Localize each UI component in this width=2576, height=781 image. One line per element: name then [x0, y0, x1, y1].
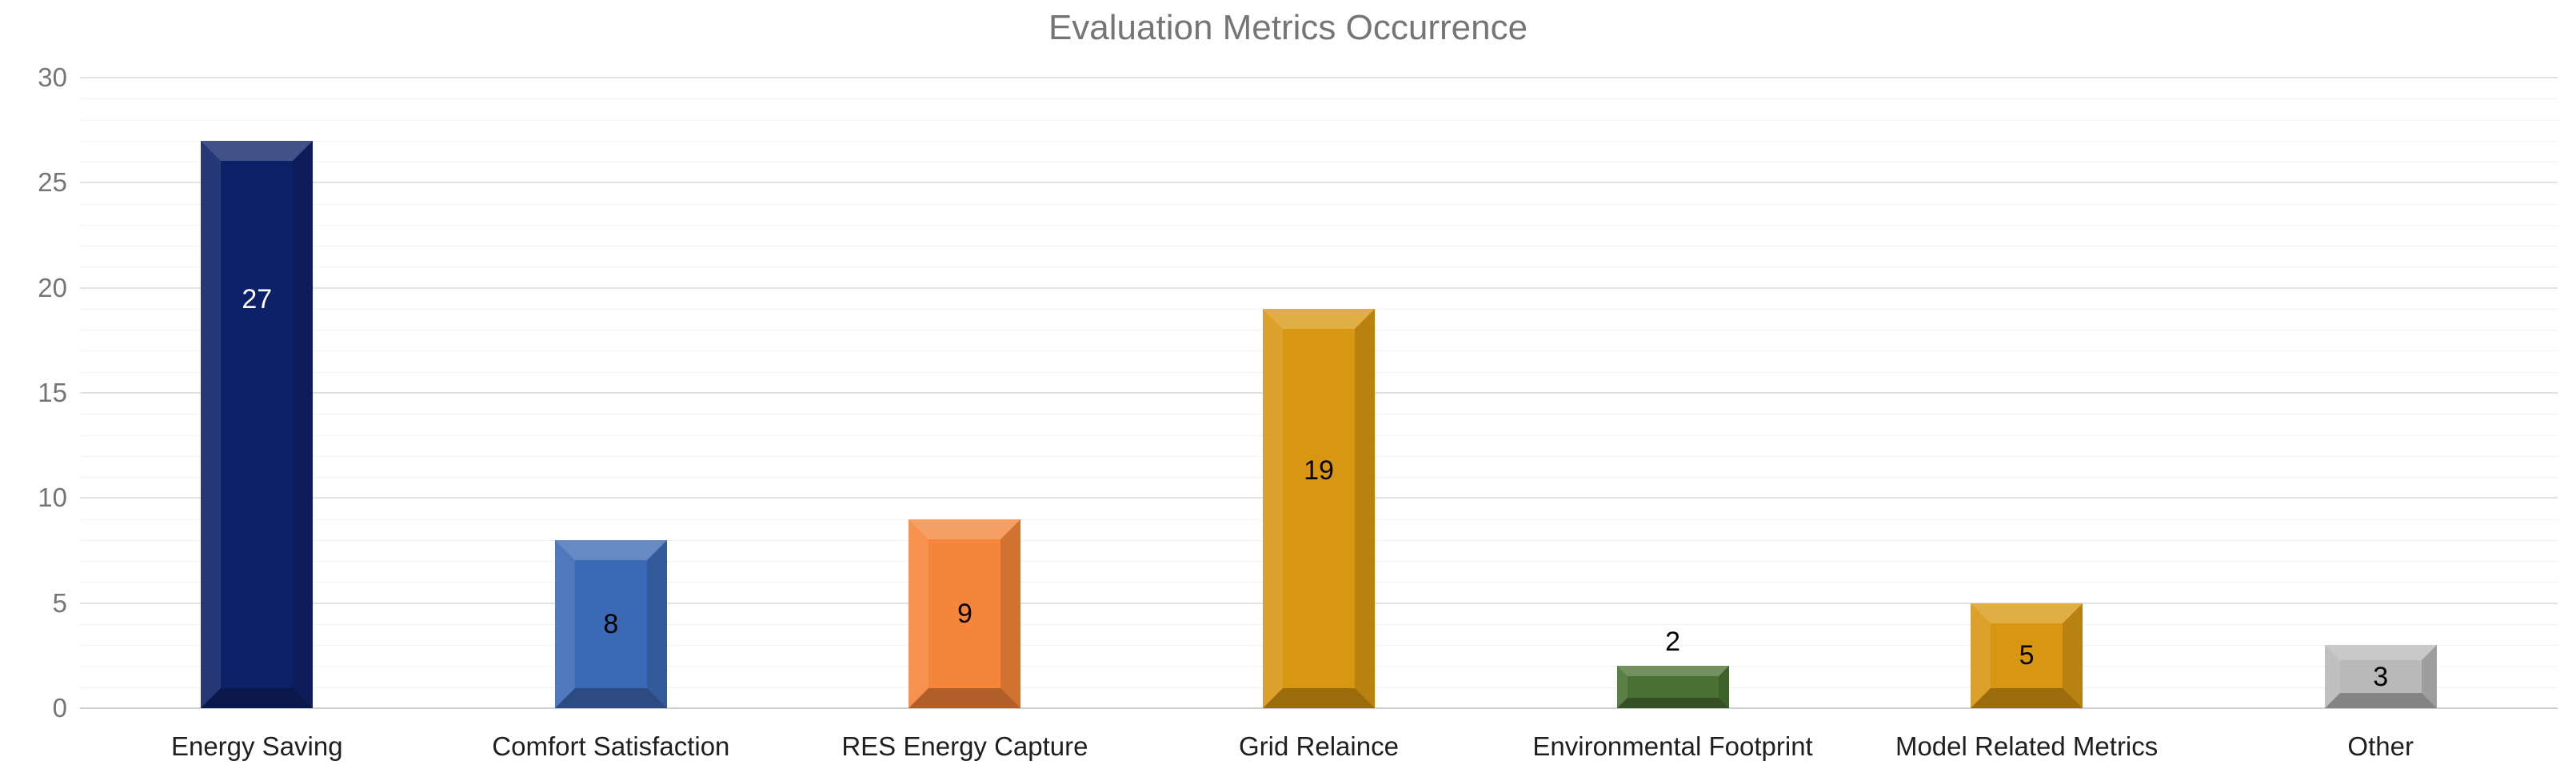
bar [1971, 603, 2083, 708]
gridline-minor [80, 203, 2558, 205]
gridline-minor [80, 119, 2558, 121]
bar [909, 519, 1021, 708]
bar [201, 140, 314, 708]
gridline-major [80, 182, 2558, 184]
category-label: Environmental Footprint [1532, 731, 1813, 761]
category-label: Other [2347, 731, 2414, 761]
y-axis-tick-label: 15 [38, 378, 67, 407]
category-label: Energy Saving [170, 731, 343, 761]
bar-value-label: 3 [2373, 661, 2389, 692]
category-label: Grid Relaince [1239, 731, 1399, 761]
y-axis-tick-label: 0 [52, 693, 67, 723]
gridline-minor [80, 140, 2558, 142]
category-label: Comfort Satisfaction [492, 731, 730, 761]
bar-value-label: 27 [242, 284, 273, 315]
gridline-minor [80, 266, 2558, 268]
bar [554, 539, 667, 708]
bar-value-label: 19 [1304, 455, 1334, 487]
y-axis-tick-label: 25 [38, 167, 67, 198]
y-axis-tick-label: 10 [38, 483, 67, 513]
gridline-minor [80, 224, 2558, 226]
bar [2324, 645, 2437, 708]
bar-value-label: 5 [2019, 640, 2035, 671]
category-label: Model Related Metrics [1895, 731, 2159, 761]
gridline-baseline [80, 707, 2558, 709]
gridline-minor [80, 98, 2558, 100]
bar-value-label: 2 [1665, 627, 1681, 658]
y-axis-tick-label: 30 [38, 62, 67, 92]
chart-title: Evaluation Metrics Occurrence [1048, 8, 1528, 47]
bar [1263, 308, 1375, 708]
bar [1616, 666, 1729, 708]
gridline-major [80, 286, 2558, 289]
bar-value-label: 9 [957, 598, 972, 629]
y-axis-tick-label: 20 [38, 272, 67, 302]
y-axis-tick-label: 5 [52, 587, 67, 618]
gridline-major [80, 77, 2558, 78]
bar-value-label: 8 [603, 608, 619, 639]
category-label: RES Energy Capture [841, 731, 1088, 761]
